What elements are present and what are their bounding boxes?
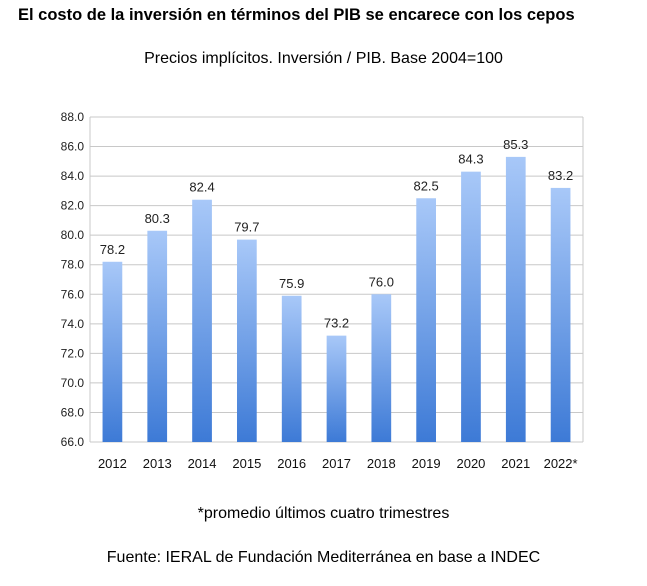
x-tick-label: 2019: [412, 456, 441, 471]
bar: [461, 171, 481, 442]
x-tick-label: 2021: [501, 456, 530, 471]
y-tick-label: 72.0: [61, 346, 85, 360]
x-tick-label: 2020: [456, 456, 485, 471]
x-tick-label: 2012: [98, 456, 127, 471]
y-tick-label: 74.0: [61, 317, 85, 331]
y-tick-label: 82.0: [61, 199, 85, 213]
x-tick-label: 2016: [277, 456, 306, 471]
y-tick-label: 78.0: [61, 258, 85, 272]
y-tick-label: 76.0: [61, 287, 85, 301]
x-tick-label: 2018: [367, 456, 396, 471]
x-tick-label: 2013: [143, 456, 172, 471]
x-axis-ticks: 2012 2013 2014 2015 2016 2017 2018 2019 2020 2021…: [98, 456, 578, 471]
bar: [416, 198, 436, 442]
chart-note: *promedio últimos cuatro trimestres: [197, 505, 450, 522]
data-label: 73.2: [324, 316, 349, 331]
bar: [102, 261, 123, 442]
bar: [326, 335, 347, 442]
data-label: 83.2: [548, 168, 573, 183]
x-tick-label: 2022*: [544, 456, 578, 471]
bar: [371, 294, 392, 442]
x-tick-label: 2014: [188, 456, 217, 471]
y-tick-label: 84.0: [61, 169, 85, 183]
data-label: 82.4: [189, 180, 214, 195]
bar: [192, 199, 212, 442]
chart-source: Fuente: IERAL de Fundación Mediterránea …: [106, 549, 541, 566]
data-label: 82.5: [413, 178, 438, 193]
bars: [102, 156, 571, 443]
y-tick-label: 88.0: [61, 110, 85, 124]
data-label: 78.2: [100, 242, 125, 257]
bar: [147, 230, 168, 442]
data-label: 79.7: [234, 220, 259, 235]
gridlines: [89, 116, 584, 443]
chart-subtitle: Precios implícitos. Inversión / PIB. Bas…: [144, 50, 503, 67]
bar: [550, 187, 571, 442]
bar: [505, 156, 526, 443]
data-labels: 78.2 80.3 82.4 79.7 75.9 73.2 76.0 82.5 84.3 85.3…: [100, 137, 573, 331]
chart-title: El costo de la inversión en términos del…: [18, 6, 575, 24]
x-tick-label: 2015: [232, 456, 261, 471]
data-label: 84.3: [458, 152, 483, 167]
x-tick-label: 2017: [322, 456, 351, 471]
bar: [281, 295, 302, 442]
y-tick-label: 70.0: [61, 376, 85, 390]
data-label: 80.3: [145, 211, 170, 226]
data-label: 85.3: [503, 137, 528, 152]
y-tick-label: 68.0: [61, 405, 85, 419]
y-tick-label: 86.0: [61, 140, 85, 154]
y-tick-label: 66.0: [61, 435, 85, 449]
data-label: 76.0: [369, 274, 394, 289]
bar-chart: 66.0 68.0 70.0 72.0 74.0 76.0 78.0 80.0 82.0 84.0…: [61, 110, 584, 471]
y-tick-label: 80.0: [61, 228, 85, 242]
bar: [237, 239, 257, 442]
data-label: 75.9: [279, 276, 304, 291]
y-axis-ticks: 66.0 68.0 70.0 72.0 74.0 76.0 78.0 80.0 82.0 84.0…: [61, 110, 85, 449]
